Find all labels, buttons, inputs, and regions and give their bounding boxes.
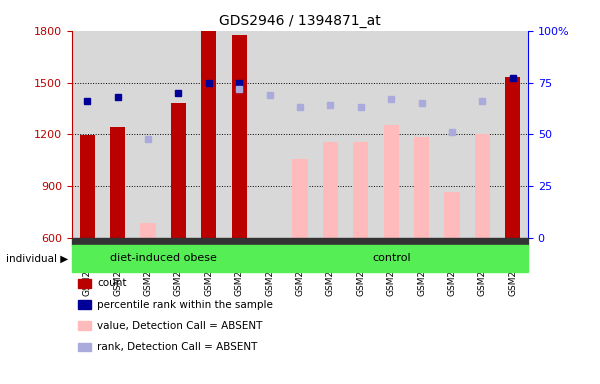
Text: percentile rank within the sample: percentile rank within the sample [97,300,273,310]
Bar [140,223,155,238]
Title: GDS2946 / 1394871_at: GDS2946 / 1394871_at [219,14,381,28]
Bar [505,78,520,238]
Bar [383,125,399,238]
Bar [475,134,490,238]
Bar [80,135,95,238]
Bar [323,142,338,238]
Text: control: control [372,253,410,263]
Bar [232,35,247,238]
Text: count: count [97,278,127,288]
Text: diet-induced obese: diet-induced obese [110,253,217,263]
Bar [171,103,186,238]
Bar [414,137,429,238]
Text: value, Detection Call = ABSENT: value, Detection Call = ABSENT [97,321,263,331]
Text: rank, Detection Call = ABSENT: rank, Detection Call = ABSENT [97,342,257,352]
Text: individual ▶: individual ▶ [6,253,68,263]
Bar [353,142,368,238]
Bar [110,127,125,238]
Bar [445,192,460,238]
Bar [201,31,217,238]
Bar [292,159,308,238]
